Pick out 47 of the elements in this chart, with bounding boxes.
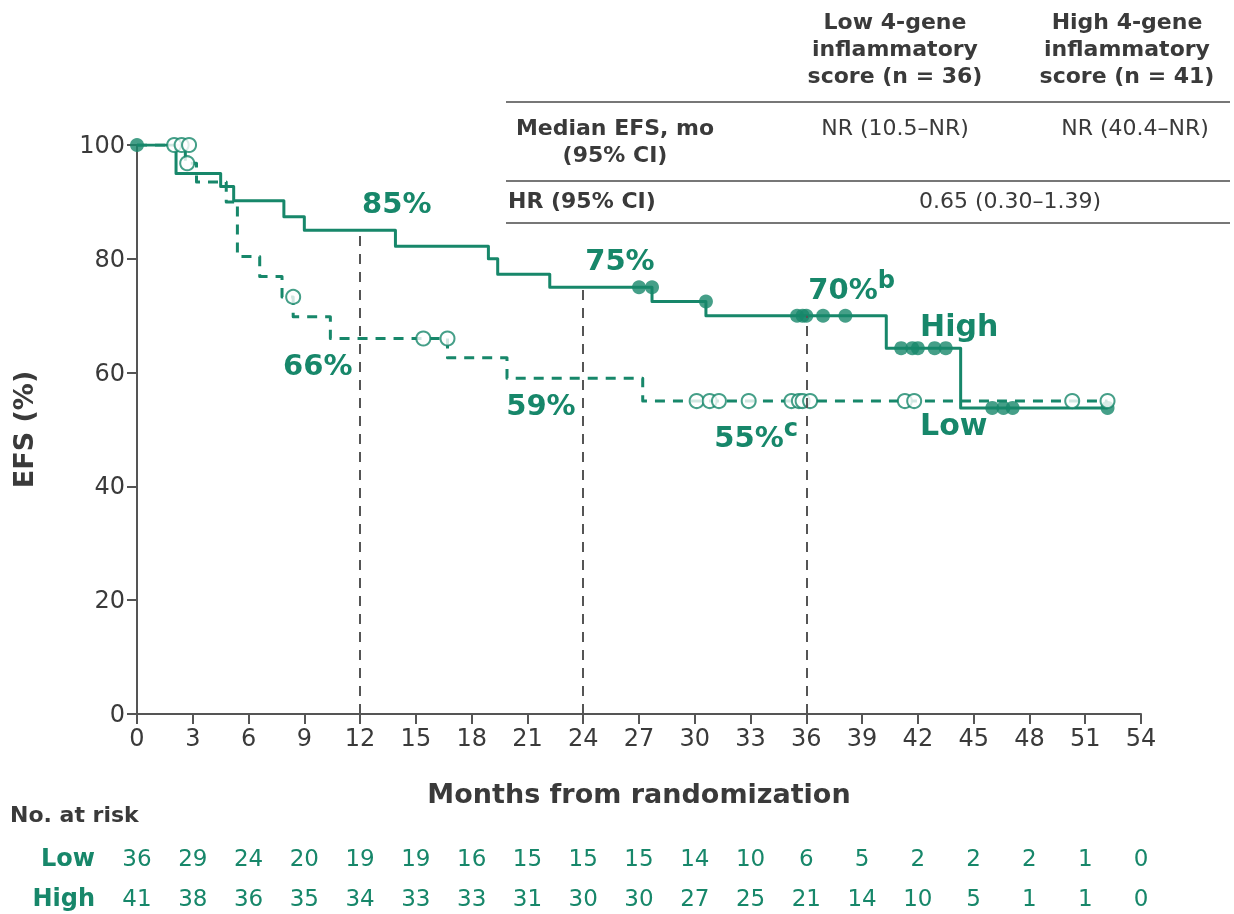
- x-tick-label: 51: [1069, 724, 1101, 752]
- series-label: Low: [920, 406, 988, 442]
- annotation: Median EFS, mo (95% CI): [514, 114, 716, 168]
- text: Low: [40, 844, 95, 872]
- x-tick-label: 30: [679, 724, 711, 752]
- y-tick-label: 0: [109, 700, 125, 728]
- annotation: 70%$^{b}$: [808, 264, 896, 306]
- text: 41 38 36 35 34 33 33 31 30 30 27 25 21 14 10 5 1 1 0: [122, 885, 1149, 911]
- x-tick-label: 15: [400, 724, 432, 752]
- x-tick-label: 39: [846, 724, 878, 752]
- series-label: High: [920, 307, 999, 343]
- x-tick-label: 9: [296, 724, 312, 752]
- annotation: 66%: [283, 348, 353, 383]
- text: 36 29 24 20 19 19 16 15 15 15 14 10 6 5 2 2 2 1 0: [122, 845, 1149, 871]
- text: NR (40.4–NR): [1060, 114, 1210, 141]
- x-tick-label: 24: [567, 724, 599, 752]
- annotation: 75%: [585, 243, 655, 278]
- y-tick-label: 40: [94, 472, 125, 501]
- x-tick-label: 6: [240, 724, 257, 752]
- x-tick-label: 54: [1125, 724, 1157, 752]
- annotation: 85%: [362, 186, 432, 221]
- text: No. at risk: [10, 801, 139, 828]
- text: NR (10.5–NR): [820, 114, 970, 141]
- y-axis-title: EFS (%): [8, 370, 39, 489]
- x-tick-label: 48: [1014, 724, 1045, 752]
- x-tick-label: 36: [791, 724, 822, 752]
- annotation: 59%: [506, 388, 576, 423]
- x-axis-title: Months from randomization: [427, 778, 851, 809]
- x-tick-label: 42: [902, 724, 934, 752]
- x-tick-label: 21: [512, 724, 543, 752]
- annotation: HR (95% CI): [508, 187, 656, 214]
- y-tick-label: 100: [79, 131, 125, 159]
- x-tick-label: 27: [623, 724, 655, 752]
- annotation: 0.65 (0.30–1.39): [917, 187, 1103, 214]
- x-tick-label: 0: [129, 724, 145, 752]
- x-tick-label: 12: [344, 724, 376, 752]
- text: High: [31, 884, 95, 912]
- x-tick-label: 3: [185, 724, 201, 752]
- annotation: 55%$^{c}$: [714, 413, 799, 454]
- y-tick-label: 80: [94, 244, 125, 273]
- y-tick-label: 60: [94, 358, 125, 387]
- x-tick-label: 33: [735, 724, 766, 752]
- text: High 4-gene inflammatory score (n = 41): [1038, 8, 1216, 89]
- x-tick-label: 45: [958, 724, 989, 752]
- x-tick-label: 18: [456, 724, 487, 752]
- text: Low 4-gene inflammatory score (n = 36): [806, 8, 984, 89]
- y-tick-label: 20: [94, 586, 125, 615]
